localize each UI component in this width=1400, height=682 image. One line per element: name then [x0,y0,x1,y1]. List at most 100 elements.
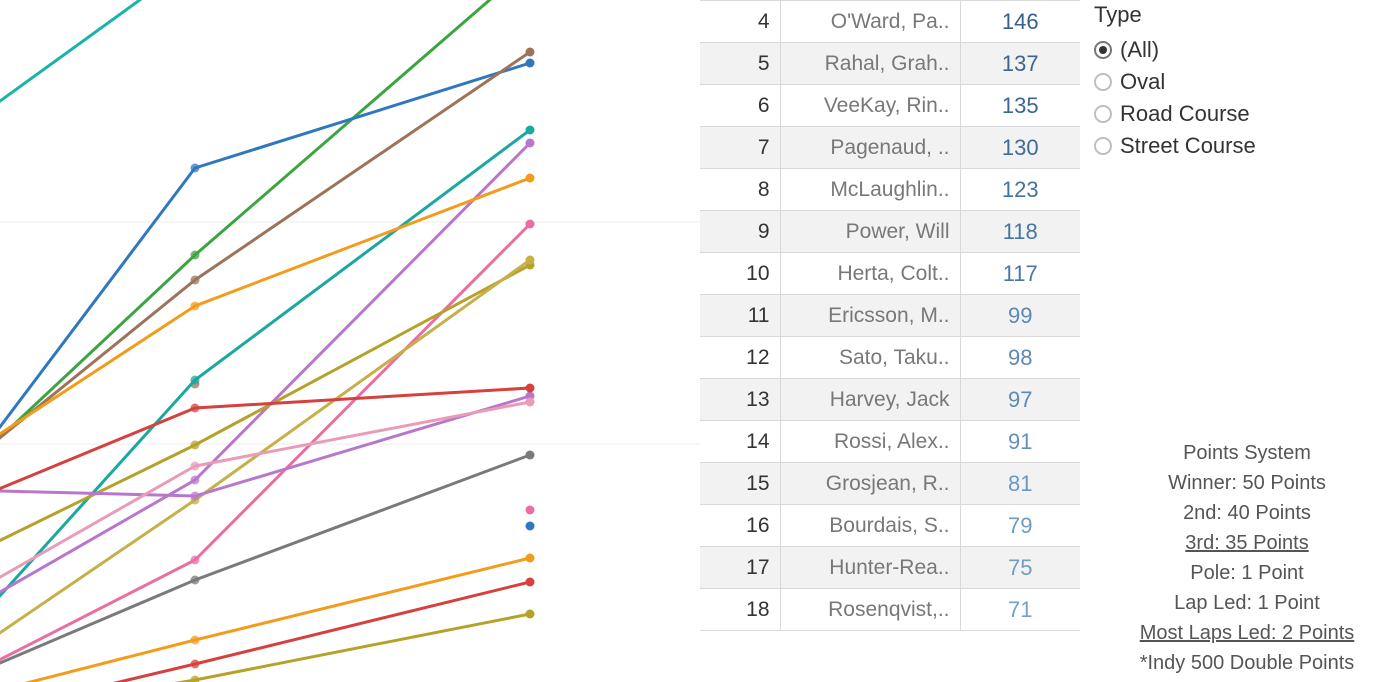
filter-option-label: Oval [1120,69,1165,95]
series-marker [526,126,535,135]
table-row[interactable]: 14Rossi, Alex..91 [700,421,1080,463]
series-marker [191,462,200,471]
driver-name-cell: Sato, Taku.. [780,337,960,379]
filter-option[interactable]: Road Course [1094,98,1400,130]
series-marker [526,59,535,68]
driver-name-cell: Hunter-Rea.. [780,547,960,589]
dashboard-root: 4O'Ward, Pa..1465Rahal, Grah..1376VeeKay… [0,0,1400,682]
sidebar-spacer [1094,162,1400,438]
rank-cell: 16 [700,505,780,547]
series-line [0,130,530,640]
filter-options: (All) Oval Road Course Street Course [1094,34,1400,162]
driver-name-cell: Pagenaud, .. [780,127,960,169]
line-chart-panel [0,0,700,682]
filter-option-label: Street Course [1120,133,1256,159]
points-cell: 130 [960,127,1080,169]
table-row[interactable]: 17Hunter-Rea..75 [700,547,1080,589]
table-row[interactable]: 18Rosenqvist,..71 [700,589,1080,631]
table-row[interactable]: 16Bourdais, S..79 [700,505,1080,547]
series-line [0,265,530,560]
rank-cell: 17 [700,547,780,589]
series-marker [191,404,200,413]
series-marker [191,660,200,669]
points-cell: 81 [960,463,1080,505]
table-row[interactable]: 8McLaughlin..123 [700,169,1080,211]
driver-name-cell: Herta, Colt.. [780,253,960,295]
series-marker [191,376,200,385]
series-marker [191,676,200,682]
points-system-line: Pole: 1 Point [1094,558,1400,588]
rank-cell: 15 [700,463,780,505]
rank-cell: 6 [700,85,780,127]
driver-name-cell: Harvey, Jack [780,379,960,421]
points-cell: 135 [960,85,1080,127]
standings-table-panel: 4O'Ward, Pa..1465Rahal, Grah..1376VeeKay… [700,0,1080,682]
table-row[interactable]: 6VeeKay, Rin..135 [700,85,1080,127]
series-marker [526,174,535,183]
points-cell: 97 [960,379,1080,421]
points-cell: 118 [960,211,1080,253]
points-system-line: Winner: 50 Points [1094,468,1400,498]
series-marker [526,256,535,265]
table-row[interactable]: 4O'Ward, Pa..146 [700,1,1080,43]
points-system-line: Points System [1094,438,1400,468]
rank-cell: 7 [700,127,780,169]
table-row[interactable]: 9Power, Will118 [700,211,1080,253]
line-chart [0,0,700,682]
rank-cell: 4 [700,1,780,43]
points-cell: 91 [960,421,1080,463]
sidebar: Type (All) Oval Road Course Street Course P… [1080,0,1400,682]
series-marker [526,48,535,57]
table-row[interactable]: 15Grosjean, R..81 [700,463,1080,505]
driver-name-cell: Rahal, Grah.. [780,43,960,85]
table-row[interactable]: 13Harvey, Jack97 [700,379,1080,421]
radio-icon [1094,41,1112,59]
points-cell: 146 [960,1,1080,43]
rank-cell: 8 [700,169,780,211]
rank-cell: 10 [700,253,780,295]
filter-option-label: Road Course [1120,101,1250,127]
points-cell: 137 [960,43,1080,85]
driver-name-cell: Ericsson, M.. [780,295,960,337]
points-cell: 99 [960,295,1080,337]
driver-name-cell: Power, Will [780,211,960,253]
points-system-line: *Indy 500 Double Points [1094,648,1400,678]
series-marker [526,578,535,587]
points-system-text: Points SystemWinner: 50 Points2nd: 40 Po… [1094,438,1400,682]
series-marker [191,636,200,645]
filter-title: Type [1094,2,1400,28]
rank-cell: 14 [700,421,780,463]
series-marker [526,220,535,229]
series-marker [526,139,535,148]
series-marker [191,276,200,285]
series-marker [191,556,200,565]
points-cell: 79 [960,505,1080,547]
rank-cell: 13 [700,379,780,421]
series-marker [191,441,200,450]
points-cell: 75 [960,547,1080,589]
series-marker [191,302,200,311]
driver-name-cell: O'Ward, Pa.. [780,1,960,43]
filter-option[interactable]: (All) [1094,34,1400,66]
table-row[interactable]: 11Ericsson, M..99 [700,295,1080,337]
series-line [0,388,530,505]
table-row[interactable]: 10Herta, Colt..117 [700,253,1080,295]
driver-name-cell: Rosenqvist,.. [780,589,960,631]
series-marker [191,476,200,485]
filter-option[interactable]: Oval [1094,66,1400,98]
rank-cell: 18 [700,589,780,631]
series-marker [191,164,200,173]
series-marker [191,492,200,501]
driver-name-cell: Rossi, Alex.. [780,421,960,463]
table-row[interactable]: 7Pagenaud, ..130 [700,127,1080,169]
rank-cell: 11 [700,295,780,337]
table-row[interactable]: 5Rahal, Grah..137 [700,43,1080,85]
points-cell: 117 [960,253,1080,295]
filter-option[interactable]: Street Course [1094,130,1400,162]
series-marker [526,384,535,393]
table-row[interactable]: 12Sato, Taku..98 [700,337,1080,379]
driver-name-cell: McLaughlin.. [780,169,960,211]
driver-name-cell: VeeKay, Rin.. [780,85,960,127]
series-marker [526,506,535,515]
series-marker [526,522,535,531]
